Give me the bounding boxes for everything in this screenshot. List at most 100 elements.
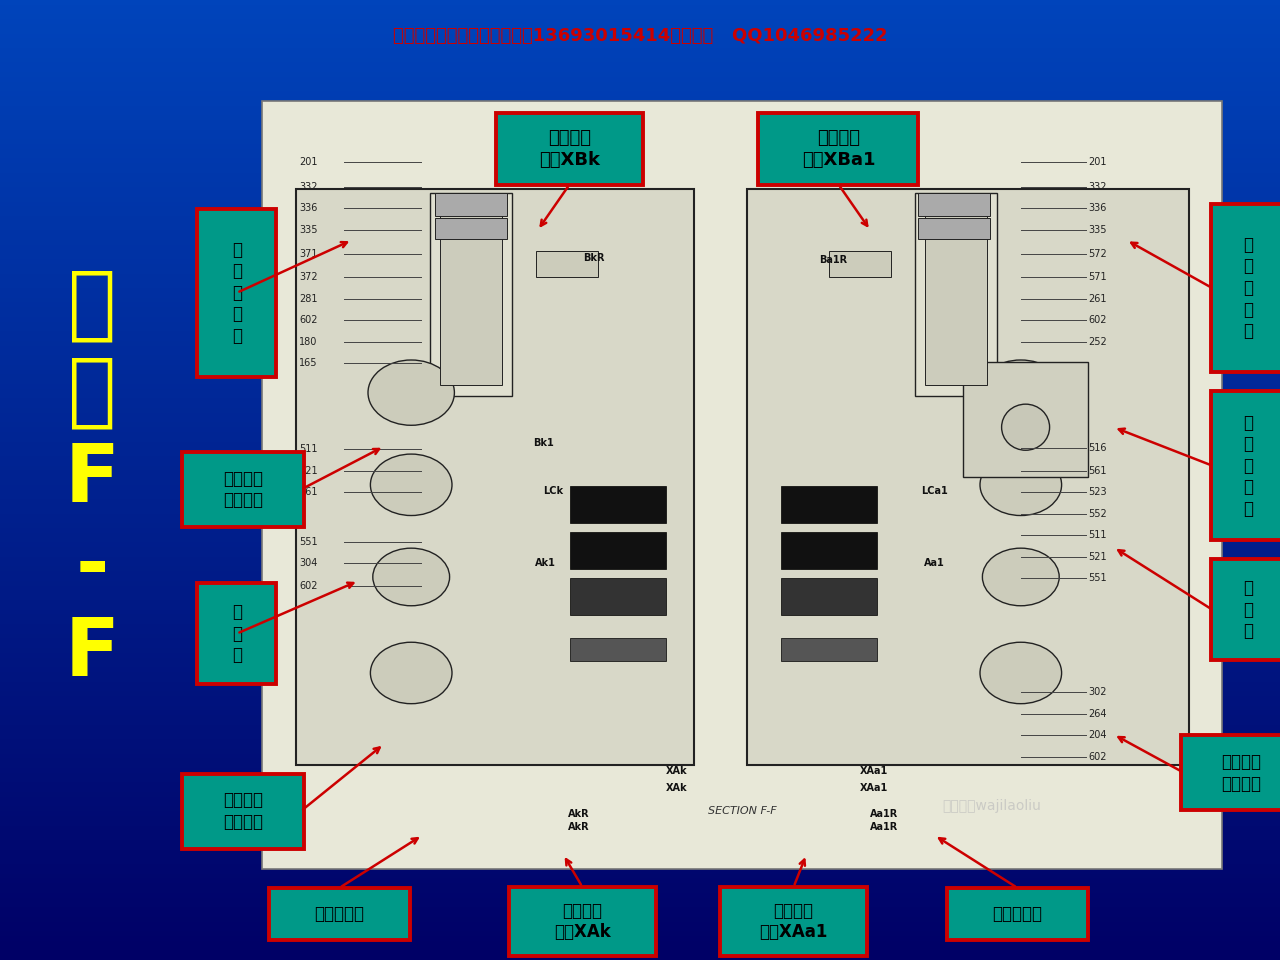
- Text: BkR: BkR: [582, 253, 604, 263]
- Text: 铲斗大腔
工作油口: 铲斗大腔 工作油口: [223, 791, 264, 831]
- Bar: [0, 648, 1280, 653]
- Text: 201: 201: [300, 157, 317, 167]
- Bar: [0, 749, 1280, 754]
- Bar: [0, 605, 1280, 610]
- Bar: [0, 149, 1280, 154]
- Bar: [781, 638, 877, 661]
- Ellipse shape: [1001, 404, 1050, 450]
- Text: 332: 332: [1088, 181, 1106, 192]
- Bar: [0, 667, 1280, 672]
- Bar: [0, 254, 1280, 259]
- Text: Aa1R: Aa1R: [870, 822, 899, 831]
- Bar: [0, 62, 1280, 67]
- Bar: [0, 91, 1280, 96]
- Bar: [0, 154, 1280, 158]
- Bar: [0, 341, 1280, 346]
- Bar: [0, 677, 1280, 682]
- Bar: [0, 725, 1280, 730]
- Text: 602: 602: [1088, 316, 1106, 325]
- Bar: [0, 446, 1280, 451]
- Text: AkR: AkR: [568, 808, 590, 819]
- FancyBboxPatch shape: [497, 113, 644, 184]
- Bar: [0, 490, 1280, 494]
- Text: 锁
定
单
向
阀: 锁 定 单 向 阀: [1243, 414, 1253, 517]
- Bar: [0, 850, 1280, 854]
- Bar: [0, 634, 1280, 638]
- Text: 微信号：wajilaoliu: 微信号：wajilaoliu: [942, 799, 1042, 813]
- Bar: [0, 413, 1280, 418]
- Text: 551: 551: [1088, 573, 1107, 584]
- Text: 截
面
F
-
F: 截 面 F - F: [65, 267, 119, 693]
- Bar: [0, 144, 1280, 149]
- Bar: [0, 278, 1280, 283]
- Bar: [0, 398, 1280, 403]
- Bar: [262, 101, 1222, 869]
- Bar: [570, 533, 666, 569]
- Bar: [0, 715, 1280, 720]
- Bar: [0, 509, 1280, 514]
- Bar: [0, 922, 1280, 926]
- Bar: [0, 202, 1280, 206]
- Bar: [0, 662, 1280, 667]
- Bar: [0, 178, 1280, 182]
- Bar: [0, 658, 1280, 662]
- Bar: [0, 230, 1280, 235]
- Bar: [0, 115, 1280, 120]
- Bar: [0, 466, 1280, 470]
- Text: 561: 561: [300, 488, 317, 497]
- Bar: [0, 941, 1280, 946]
- Bar: [918, 193, 991, 216]
- Text: LCk: LCk: [543, 486, 563, 496]
- Bar: [0, 163, 1280, 168]
- Bar: [0, 312, 1280, 317]
- Bar: [0, 408, 1280, 413]
- Text: XAk: XAk: [667, 783, 687, 793]
- Bar: [0, 720, 1280, 725]
- Bar: [0, 245, 1280, 250]
- Bar: [0, 269, 1280, 274]
- Ellipse shape: [372, 548, 449, 606]
- Bar: [0, 504, 1280, 509]
- Bar: [0, 581, 1280, 586]
- Bar: [0, 110, 1280, 115]
- Ellipse shape: [980, 642, 1061, 704]
- Text: 264: 264: [1088, 708, 1106, 719]
- Bar: [0, 821, 1280, 826]
- Text: XAa1: XAa1: [860, 766, 888, 777]
- Bar: [0, 58, 1280, 62]
- Bar: [0, 38, 1280, 43]
- Text: 551: 551: [300, 537, 317, 546]
- FancyBboxPatch shape: [1211, 204, 1280, 372]
- Bar: [435, 218, 507, 239]
- Bar: [0, 307, 1280, 312]
- Bar: [918, 218, 991, 239]
- Bar: [0, 552, 1280, 557]
- Bar: [0, 293, 1280, 298]
- Bar: [0, 125, 1280, 130]
- Bar: [0, 10, 1280, 14]
- Bar: [0, 619, 1280, 624]
- Bar: [0, 374, 1280, 379]
- Bar: [0, 53, 1280, 58]
- Text: 602: 602: [300, 316, 317, 325]
- Text: 561: 561: [1088, 466, 1106, 476]
- Text: LCa1: LCa1: [922, 486, 947, 496]
- Bar: [0, 302, 1280, 307]
- Bar: [0, 158, 1280, 163]
- Bar: [0, 888, 1280, 893]
- Bar: [0, 562, 1280, 566]
- Bar: [0, 499, 1280, 504]
- FancyBboxPatch shape: [1211, 392, 1280, 540]
- Bar: [0, 773, 1280, 778]
- Bar: [0, 451, 1280, 456]
- Bar: [0, 806, 1280, 811]
- Text: 371: 371: [300, 250, 317, 259]
- Text: 572: 572: [1088, 250, 1107, 259]
- Bar: [0, 754, 1280, 758]
- Bar: [0, 182, 1280, 187]
- Bar: [0, 187, 1280, 192]
- Bar: [0, 547, 1280, 552]
- Bar: [0, 893, 1280, 898]
- Text: 180: 180: [300, 337, 317, 347]
- Ellipse shape: [370, 454, 452, 516]
